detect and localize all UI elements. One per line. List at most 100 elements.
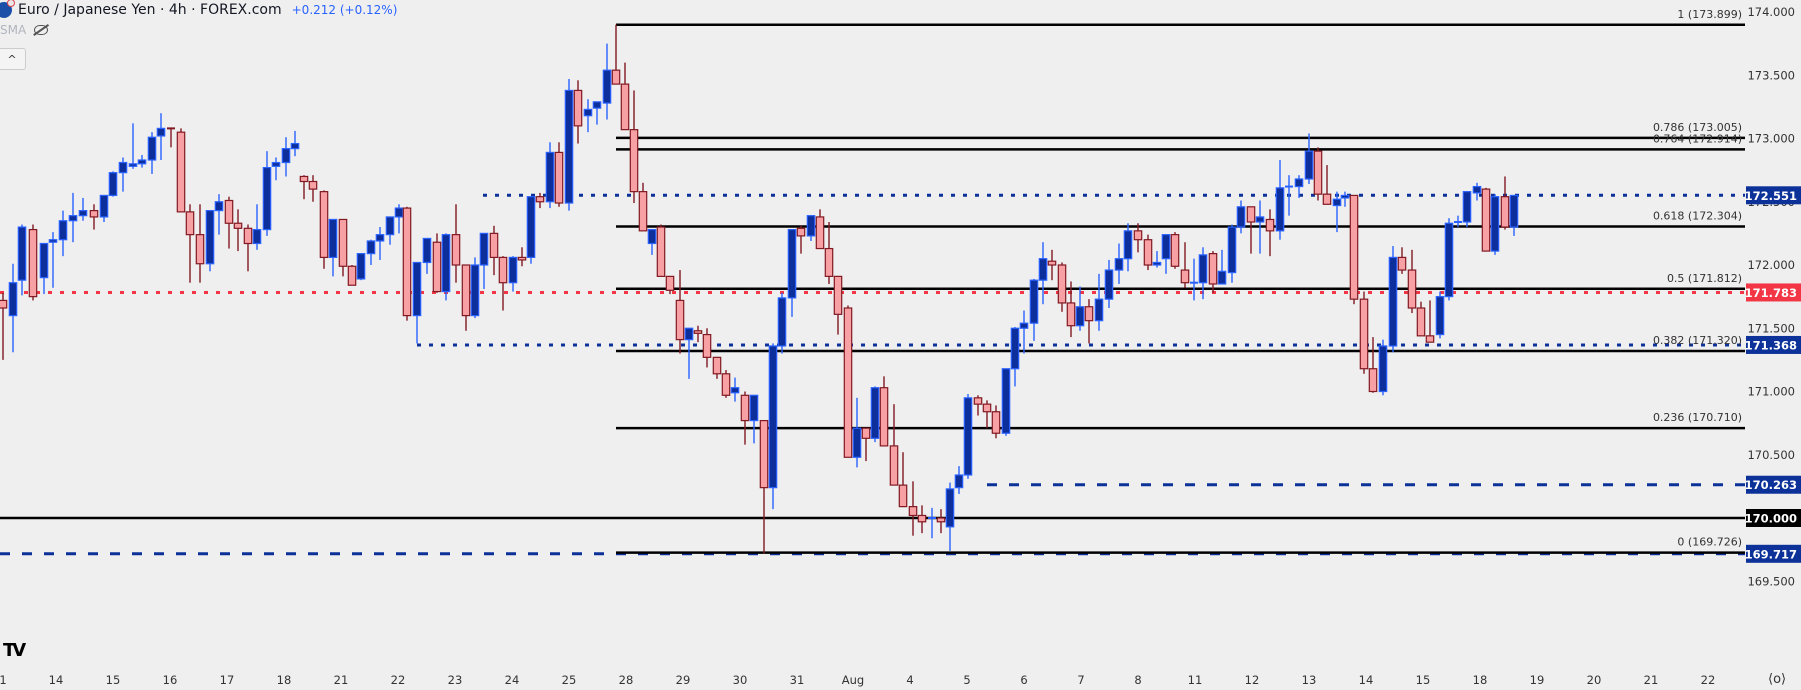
bear-candle [815, 209, 825, 250]
settings-gear-icon[interactable]: ⟨o⟩ [1768, 672, 1787, 687]
price-badge [1746, 509, 1801, 527]
indicator-sma-label[interactable]: SMA [0, 23, 27, 37]
bull-candle [647, 228, 657, 255]
fib-level-label: 0.236 (170.710) [1653, 411, 1742, 424]
bear-candle [982, 400, 992, 429]
price-axis[interactable]: 174.000173.500173.000172.500172.000171.5… [1745, 5, 1801, 588]
price-tick: 173.000 [1747, 132, 1795, 146]
bull-candle [1029, 278, 1039, 341]
time-axis[interactable]: 1 14 15 16 17 18 21 22 23 24 25 28 29 30 31 Aug 4 5 6 7 8 11 1… [0, 673, 1715, 687]
bear-candle [224, 196, 234, 249]
bear-candle [185, 204, 195, 283]
bull-candle [954, 466, 964, 494]
time-tick: 18 [277, 673, 292, 687]
bear-candle [554, 142, 564, 207]
bear-candle [517, 247, 527, 267]
price-badge-label: 170.000 [1745, 512, 1797, 526]
bear-candle [889, 404, 899, 486]
bull-candle [375, 227, 385, 260]
bear-candle [498, 256, 508, 311]
bull-candle [1340, 191, 1350, 207]
bear-candle [28, 224, 38, 301]
time-tick: 16 [163, 673, 178, 687]
bear-candle [0, 292, 8, 360]
bear-candle [195, 204, 205, 283]
time-tick: 30 [733, 673, 748, 687]
price-badge [1746, 335, 1801, 354]
bear-candle [1246, 206, 1256, 254]
bull-candle [328, 218, 338, 277]
bull-candle [749, 394, 759, 444]
bull-candle [128, 123, 138, 169]
eye-hidden-icon[interactable] [34, 25, 49, 35]
bear-candle [712, 356, 722, 379]
bear-candle [489, 225, 499, 276]
bull-candle [963, 394, 973, 479]
time-tick: 29 [676, 673, 691, 687]
collapse-legend-button[interactable]: ^ [0, 48, 26, 70]
price-tick: 171.000 [1747, 385, 1795, 399]
bull-candle [1304, 133, 1314, 185]
bear-candle [347, 265, 357, 286]
bear-candle [573, 80, 583, 144]
bear-candle [1368, 337, 1378, 393]
bear-candle [702, 328, 712, 368]
fib-level-label: 0 (169.726) [1677, 536, 1742, 549]
time-tick: 18 [1473, 673, 1488, 687]
time-tick: 22 [1701, 673, 1716, 687]
price-badge-label: 170.263 [1745, 478, 1797, 492]
bear-candle [1407, 249, 1417, 314]
time-tick: 15 [106, 673, 121, 687]
bear-candle [833, 275, 843, 335]
bull-candle [1236, 200, 1246, 234]
bear-candle [611, 24, 621, 85]
bear-candle [1143, 234, 1153, 271]
fib-level-label: 0.764 (172.914) [1653, 132, 1742, 145]
time-tick: 5 [963, 673, 970, 687]
bull-candle [1454, 215, 1462, 228]
bull-candle [479, 232, 489, 290]
price-badge [1746, 186, 1801, 205]
bull-candle [592, 101, 602, 125]
indicator-row[interactable]: SMA [0, 23, 49, 37]
time-tick: 23 [448, 673, 463, 687]
price-badge [1746, 283, 1801, 302]
bear-candle [1313, 147, 1323, 201]
bull-candle [1114, 243, 1124, 284]
bear-candle [1500, 176, 1510, 230]
bull-candle [1190, 258, 1198, 301]
bull-candle [1388, 246, 1398, 353]
bull-candle [1444, 218, 1454, 301]
bull-candle [1509, 194, 1519, 236]
bear-candle [1425, 300, 1435, 343]
bull-candle [1217, 249, 1227, 285]
price-tick: 170.500 [1747, 448, 1795, 462]
bull-candle [1075, 286, 1085, 331]
bull-candle [48, 232, 58, 288]
bull-candle [441, 233, 451, 301]
bear-candle [1170, 232, 1180, 269]
bear-candle [338, 218, 348, 277]
price-tick: 169.500 [1747, 574, 1795, 588]
bull-candle [945, 482, 955, 551]
bull-candle [545, 142, 555, 209]
tradingview-logo[interactable]: TV [3, 640, 26, 661]
bull-candle [1094, 273, 1104, 331]
bear-candle [861, 427, 871, 462]
time-tick: 24 [505, 673, 520, 687]
bull-candle [870, 386, 880, 443]
bull-candle [394, 204, 404, 234]
symbol-title[interactable]: Euro / Japanese Yen · 4h · FOREX.com [18, 2, 282, 18]
bear-candle [917, 505, 927, 534]
bull-candle [422, 237, 432, 274]
bear-candle [675, 270, 685, 354]
bull-candle [147, 132, 157, 174]
time-tick: 21 [1644, 673, 1659, 687]
bull-candle [787, 228, 797, 317]
fibonacci-retracement[interactable]: 1 (173.899) 0.786 (173.005)0.764 (172.914… [616, 8, 1745, 554]
bear-candle [796, 225, 806, 254]
bear-candle [243, 224, 253, 272]
bull-candle [58, 210, 68, 257]
bear-candle [656, 224, 666, 277]
